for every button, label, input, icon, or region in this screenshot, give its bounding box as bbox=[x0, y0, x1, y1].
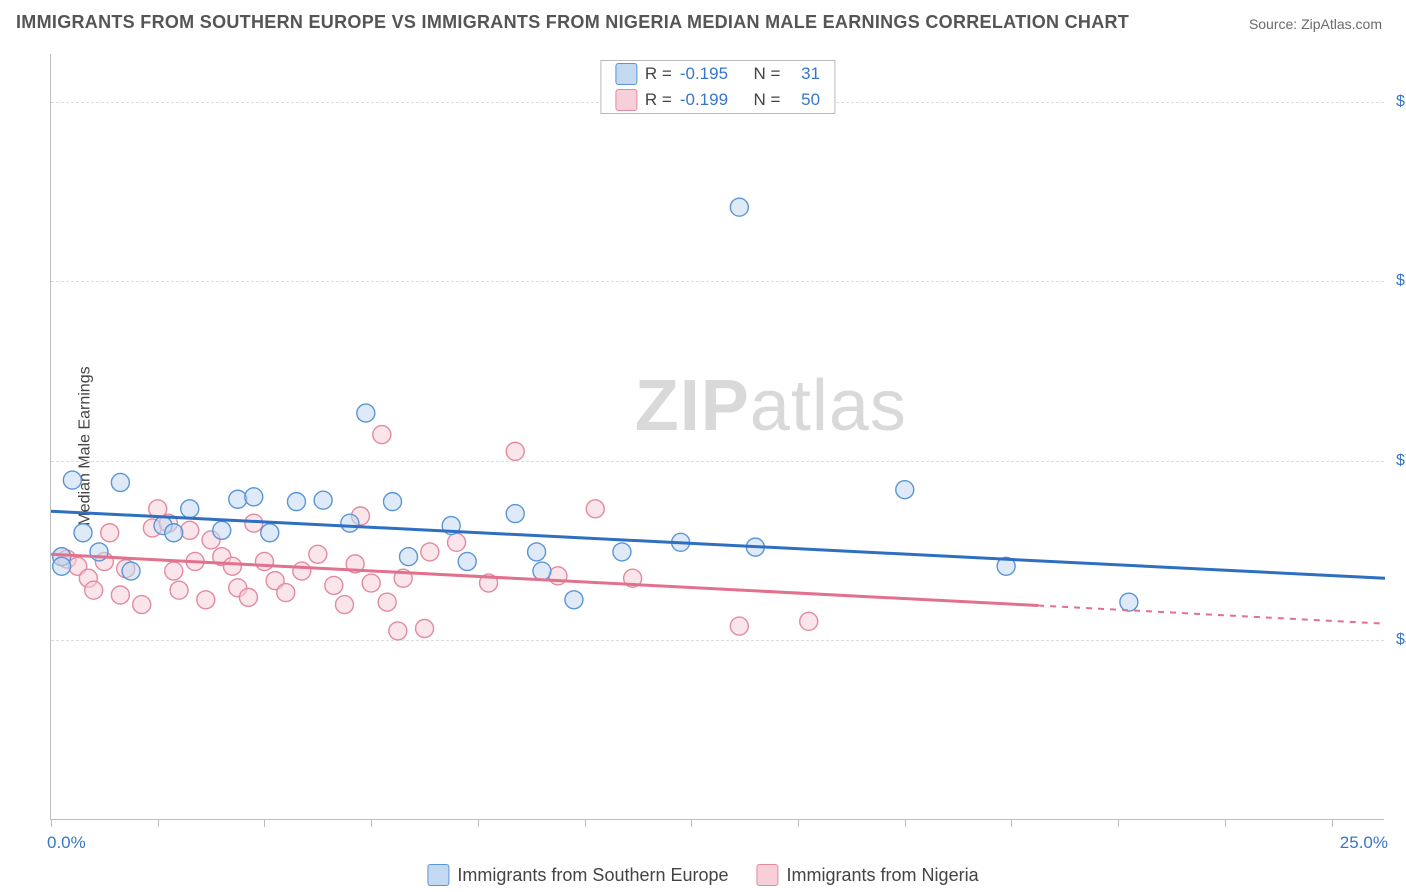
scatter-marker-b bbox=[239, 588, 257, 606]
scatter-marker-a bbox=[730, 198, 748, 216]
x-min-label: 0.0% bbox=[47, 833, 86, 853]
scatter-marker-a bbox=[261, 524, 279, 542]
scatter-marker-b bbox=[293, 562, 311, 580]
scatter-marker-b bbox=[170, 581, 188, 599]
legend-item-b: Immigrants from Nigeria bbox=[757, 864, 979, 886]
y-tick-label: $37,500 bbox=[1388, 631, 1406, 649]
scatter-marker-a bbox=[565, 591, 583, 609]
scatter-marker-a bbox=[613, 543, 631, 561]
scatter-marker-b bbox=[111, 586, 129, 604]
scatter-marker-a bbox=[528, 543, 546, 561]
y-tick-label: $75,000 bbox=[1388, 452, 1406, 470]
legend-swatch-b-bottom bbox=[757, 864, 779, 886]
scatter-marker-b bbox=[378, 593, 396, 611]
scatter-marker-a bbox=[314, 491, 332, 509]
x-tick bbox=[51, 819, 52, 827]
scatter-marker-b bbox=[586, 500, 604, 518]
x-tick bbox=[1118, 819, 1119, 827]
chart-source: Source: ZipAtlas.com bbox=[1249, 16, 1382, 32]
x-tick bbox=[1225, 819, 1226, 827]
chart-svg-layer bbox=[51, 54, 1384, 819]
x-tick bbox=[371, 819, 372, 827]
scatter-marker-a bbox=[111, 473, 129, 491]
scatter-marker-b bbox=[335, 596, 353, 614]
plot-area: ZIPatlas $37,500$75,000$112,500$150,000 … bbox=[50, 54, 1384, 820]
source-name: ZipAtlas.com bbox=[1301, 16, 1382, 32]
scatter-marker-a bbox=[229, 490, 247, 508]
scatter-marker-b bbox=[277, 584, 295, 602]
trend-line-b-extrap bbox=[1038, 606, 1385, 624]
scatter-marker-a bbox=[181, 500, 199, 518]
scatter-marker-a bbox=[506, 505, 524, 523]
chart-title: IMMIGRANTS FROM SOUTHERN EUROPE VS IMMIG… bbox=[16, 12, 1129, 33]
scatter-marker-b bbox=[85, 581, 103, 599]
scatter-marker-b bbox=[730, 617, 748, 635]
scatter-marker-a bbox=[213, 521, 231, 539]
scatter-marker-a bbox=[533, 562, 551, 580]
scatter-marker-a bbox=[1120, 593, 1138, 611]
scatter-marker-b bbox=[181, 521, 199, 539]
source-label: Source: bbox=[1249, 16, 1297, 32]
scatter-marker-b bbox=[800, 612, 818, 630]
y-tick-label: $150,000 bbox=[1388, 93, 1406, 111]
y-tick-label: $112,500 bbox=[1388, 272, 1406, 290]
x-tick bbox=[264, 819, 265, 827]
scatter-marker-b bbox=[448, 533, 466, 551]
scatter-marker-b bbox=[421, 543, 439, 561]
legend-series: Immigrants from Southern Europe Immigran… bbox=[427, 864, 978, 886]
x-tick bbox=[478, 819, 479, 827]
scatter-marker-a bbox=[384, 493, 402, 511]
scatter-marker-a bbox=[341, 514, 359, 532]
x-max-label: 25.0% bbox=[1340, 833, 1388, 853]
scatter-marker-a bbox=[287, 493, 305, 511]
scatter-marker-b bbox=[309, 545, 327, 563]
scatter-marker-a bbox=[896, 481, 914, 499]
scatter-marker-a bbox=[63, 471, 81, 489]
scatter-marker-b bbox=[133, 596, 151, 614]
scatter-marker-b bbox=[325, 576, 343, 594]
scatter-marker-b bbox=[101, 524, 119, 542]
x-tick bbox=[905, 819, 906, 827]
scatter-marker-b bbox=[506, 442, 524, 460]
trend-line-a bbox=[51, 511, 1385, 578]
scatter-marker-a bbox=[122, 562, 140, 580]
legend-label-a: Immigrants from Southern Europe bbox=[457, 865, 728, 886]
legend-item-a: Immigrants from Southern Europe bbox=[427, 864, 728, 886]
scatter-marker-a bbox=[245, 488, 263, 506]
scatter-marker-b bbox=[223, 557, 241, 575]
x-tick bbox=[1332, 819, 1333, 827]
scatter-marker-b bbox=[255, 552, 273, 570]
scatter-marker-a bbox=[74, 524, 92, 542]
x-tick bbox=[585, 819, 586, 827]
legend-label-b: Immigrants from Nigeria bbox=[787, 865, 979, 886]
scatter-marker-b bbox=[416, 620, 434, 638]
scatter-marker-b bbox=[389, 622, 407, 640]
x-tick bbox=[691, 819, 692, 827]
x-tick bbox=[158, 819, 159, 827]
scatter-marker-a bbox=[400, 548, 418, 566]
scatter-marker-b bbox=[165, 562, 183, 580]
legend-swatch-a-bottom bbox=[427, 864, 449, 886]
x-tick bbox=[1011, 819, 1012, 827]
scatter-marker-b bbox=[197, 591, 215, 609]
x-tick bbox=[798, 819, 799, 827]
scatter-marker-a bbox=[357, 404, 375, 422]
scatter-marker-b bbox=[362, 574, 380, 592]
scatter-marker-a bbox=[458, 552, 476, 570]
scatter-marker-b bbox=[373, 426, 391, 444]
scatter-marker-a bbox=[53, 557, 71, 575]
scatter-marker-a bbox=[165, 524, 183, 542]
